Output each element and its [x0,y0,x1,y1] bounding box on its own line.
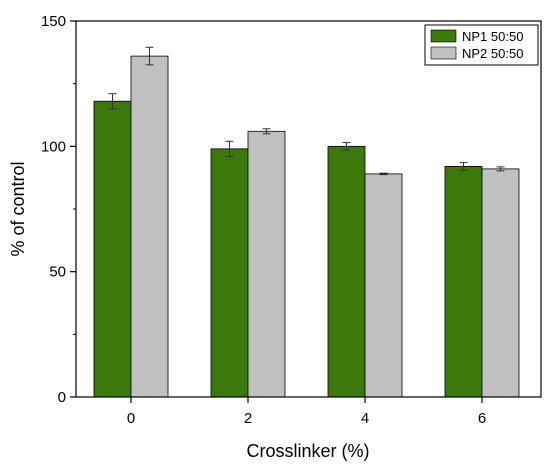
legend-swatch-np1 [430,29,457,43]
error-bar-np2-0 [145,46,154,66]
y-axis-label: % of control [8,161,28,256]
legend-label-np2: NP2 50:50 [462,46,523,61]
error-bar-np1-2 [225,140,234,157]
error-bar-np2-2 [262,128,271,135]
x-axis-label: Crosslinker (%) [246,441,369,461]
x-axis: 0 2 4 6 [127,397,486,427]
y-tick-label: 50 [49,264,66,281]
error-bar-np2-4 [379,172,388,176]
error-bar-np1-0 [108,93,117,110]
legend-swatch-np2 [430,46,457,60]
x-tick-label: 6 [478,410,486,427]
bar-np1-0 [93,100,132,398]
x-tick-label: 0 [127,410,135,427]
x-tick-label: 4 [361,410,369,427]
legend: NP1 50:50 NP2 50:50 [424,24,539,66]
legend-label-np1: NP1 50:50 [462,29,523,44]
bars-layer [93,55,520,398]
y-axis: 0 50 100 150 [41,13,76,406]
bar-np2-6 [481,168,520,398]
y-tick-label: 150 [41,13,66,30]
y-tick-label: 0 [58,389,66,406]
bar-np2-0 [130,55,169,398]
error-bar-np1-6 [459,162,468,171]
error-bar-np1-4 [342,142,351,151]
bar-np2-2 [247,130,286,398]
bar-np1-6 [444,165,483,398]
bar-np2-4 [364,173,403,398]
error-bars-layer [108,46,505,176]
bar-np1-4 [327,145,366,398]
bar-np1-2 [210,148,249,398]
y-tick-label: 100 [41,138,66,155]
x-tick-label: 2 [244,410,252,427]
error-bar-np2-6 [496,166,505,172]
